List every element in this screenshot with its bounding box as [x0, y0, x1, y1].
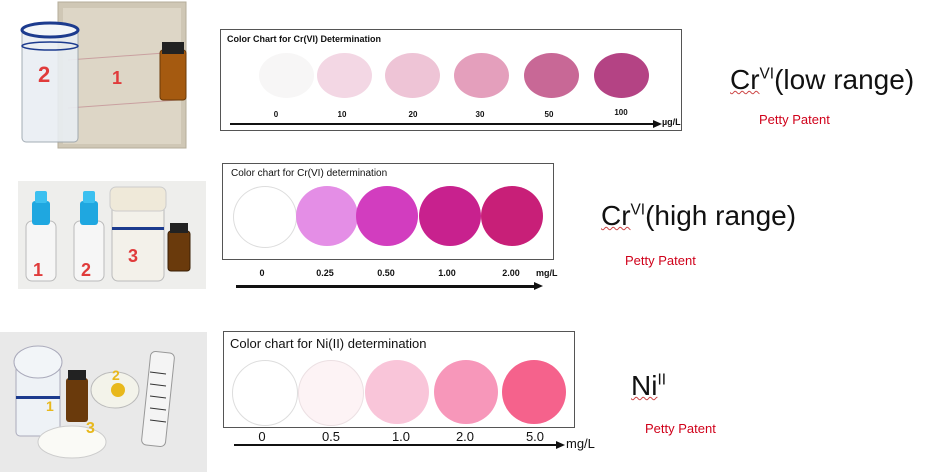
color-swatch: [317, 53, 372, 98]
axis-arrowhead: [653, 120, 662, 128]
kit-label: 2: [81, 260, 92, 280]
patent-label: Petty Patent: [759, 112, 830, 127]
kit-label: 1: [112, 68, 123, 88]
species-label-ni: NiII: [631, 370, 666, 402]
color-swatch: [356, 186, 418, 246]
kit-photo-cr-low-drawing: [20, 1, 187, 149]
color-swatch: [434, 360, 498, 424]
color-swatch: [298, 360, 364, 426]
axis-unit: mg/L: [566, 436, 595, 451]
color-chart-cr-high: Color chart for Cr(VI) determination: [222, 163, 554, 260]
tick-label: 20: [408, 110, 418, 119]
color-swatch: [232, 360, 298, 426]
kit-label: 2: [38, 62, 51, 87]
color-swatch: [502, 360, 566, 424]
concentration-axis: [236, 285, 536, 288]
color-swatch: [259, 53, 314, 98]
color-swatch: [419, 186, 481, 246]
tick-label: 0: [259, 268, 265, 278]
color-swatch: [365, 360, 429, 424]
concentration-axis: [230, 123, 655, 125]
tick-label: 5.0: [525, 429, 545, 444]
tick-label: 0.50: [377, 268, 395, 278]
patent-label: Petty Patent: [645, 421, 716, 436]
tick-label: 0.5: [321, 429, 341, 444]
color-chart-cr-low: Color Chart for Cr(VI) Determination 0 1…: [220, 29, 682, 131]
species-symbol: Cr: [730, 64, 760, 95]
tick-label: 1.00: [438, 268, 456, 278]
oxidation-state: VI: [630, 201, 646, 219]
color-swatch: [594, 53, 649, 98]
tick-label: 2.00: [502, 268, 520, 278]
kit-photo-ni-drawing: [13, 345, 175, 459]
chart-title: Color chart for Cr(VI) determination: [231, 168, 388, 179]
kit-photo-cr-high-drawing: [25, 186, 191, 282]
axis-arrowhead: [534, 282, 543, 290]
tick-label: 50: [544, 110, 554, 119]
kit-label: 1: [46, 398, 54, 414]
species-symbol: Ni: [631, 370, 658, 401]
kit-photo-cr-low: 2 1: [18, 0, 188, 150]
chart-title: Color chart for Ni(II) determination: [230, 336, 427, 351]
tick-label: 100: [614, 108, 628, 117]
color-swatch: [454, 53, 509, 98]
axis-arrowhead: [556, 441, 565, 449]
kit-label: 3: [86, 420, 95, 437]
chart-title: Color Chart for Cr(VI) Determination: [227, 34, 382, 44]
kit-label: 1: [33, 260, 44, 280]
oxidation-state: VI: [759, 65, 775, 83]
tick-label: 1.0: [391, 429, 411, 444]
concentration-axis: [234, 444, 558, 446]
axis-unit: µg/L: [662, 117, 681, 127]
oxidation-state: II: [657, 371, 667, 389]
color-swatch: [481, 186, 543, 246]
color-swatch: [233, 186, 297, 248]
range-label: (high range): [645, 200, 797, 231]
tick-label: 0: [273, 110, 279, 119]
species-label-cr-high: CrVI(high range): [601, 200, 796, 232]
species-symbol: Cr: [601, 200, 631, 231]
axis-unit: mg/L: [536, 268, 558, 278]
patent-label: Petty Patent: [625, 253, 696, 268]
range-label: (low range): [774, 64, 915, 95]
tick-label: 2.0: [455, 429, 475, 444]
tick-label: 0.25: [316, 268, 334, 278]
tick-label: 10: [337, 110, 347, 119]
kit-label: 3: [128, 246, 139, 266]
tick-label: 30: [475, 110, 485, 119]
species-label-cr-low: CrVI(low range): [730, 64, 914, 96]
color-swatch: [524, 53, 579, 98]
kit-photo-cr-high: 1 2 3: [18, 181, 206, 289]
kit-label: 2: [112, 367, 120, 383]
tick-label: 0: [258, 429, 266, 444]
kit-photo-ni: 1 2 3: [0, 332, 207, 472]
color-chart-ni: Color chart for Ni(II) determination: [223, 331, 575, 428]
color-swatch: [296, 186, 358, 246]
color-swatch: [385, 53, 440, 98]
